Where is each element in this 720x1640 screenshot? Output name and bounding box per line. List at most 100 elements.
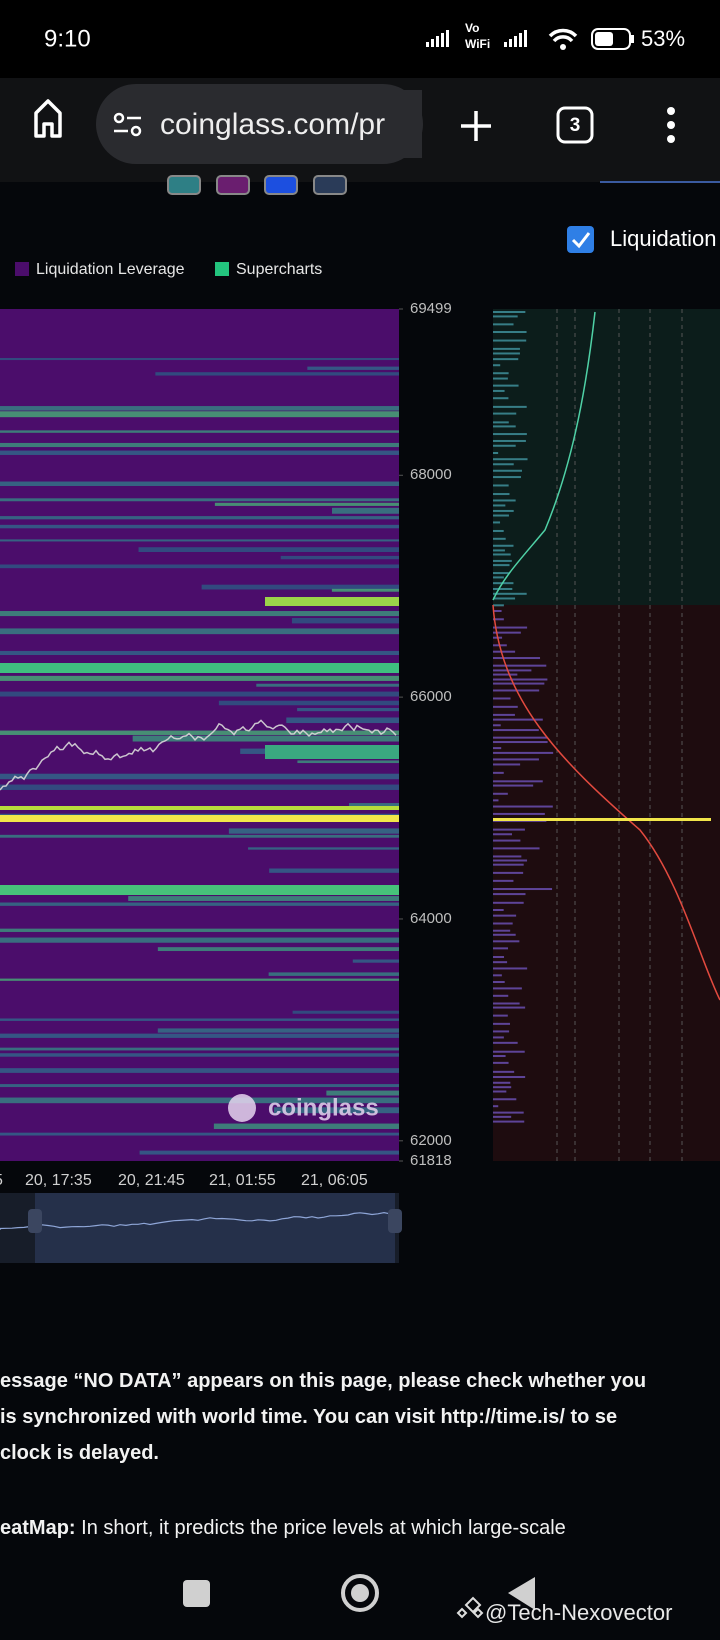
x-tick-label: 21, 06:05 <box>301 1172 368 1189</box>
home-nav-button[interactable] <box>351 1584 369 1602</box>
depth-bar <box>493 529 504 532</box>
heat-band <box>157 1028 399 1033</box>
depth-bar <box>493 847 540 850</box>
depth-bar <box>493 1111 524 1114</box>
heat-band <box>265 597 399 606</box>
depth-bar <box>493 855 522 858</box>
checkmark <box>571 232 591 249</box>
heatmap-background <box>0 309 399 1161</box>
heat-band <box>214 502 399 506</box>
heat-band <box>0 411 399 418</box>
new-tab-button[interactable] <box>461 111 491 141</box>
heat-band <box>0 442 399 448</box>
tab-switcher[interactable] <box>556 106 594 144</box>
heat-band <box>0 806 399 810</box>
menu-button[interactable] <box>667 107 675 143</box>
site-settings-icon[interactable] <box>113 112 142 137</box>
depth-bar <box>493 311 526 313</box>
heat-band <box>0 730 399 735</box>
home-nav-button[interactable] <box>341 1574 379 1612</box>
heat-band <box>0 1053 399 1057</box>
depth-bar <box>493 1120 525 1123</box>
heat-band <box>0 902 399 906</box>
depth-bar <box>493 669 532 672</box>
notice-text: In short, it predicts the price levels a… <box>75 1517 566 1539</box>
depth-bar <box>493 922 513 925</box>
depth-bar <box>493 697 511 700</box>
legend-swatch <box>15 262 29 276</box>
heat-band <box>291 618 399 624</box>
depth-bar <box>493 751 554 754</box>
depth-bar <box>493 549 505 552</box>
heat-band <box>0 691 399 697</box>
heat-band <box>0 928 399 932</box>
heat-band <box>0 564 399 569</box>
depth-bar <box>493 504 506 507</box>
depth-bar <box>493 609 502 612</box>
heat-band <box>0 1132 399 1136</box>
depth-bar <box>493 713 515 716</box>
depth-bar <box>493 499 516 502</box>
heat-band <box>0 524 399 529</box>
navigator-handle[interactable] <box>388 1209 402 1233</box>
depth-bar <box>493 592 527 595</box>
depth-bar <box>493 597 516 600</box>
depth-bar <box>493 974 502 977</box>
notice-text: clock is delayed. <box>0 1442 159 1464</box>
depth-bar <box>493 981 505 984</box>
back-button[interactable] <box>508 1577 535 1610</box>
navigator-handle[interactable] <box>28 1209 42 1233</box>
depth-bar <box>493 604 504 607</box>
heat-band <box>0 450 399 455</box>
depth-bar <box>493 626 528 629</box>
depth-bar <box>493 967 528 970</box>
depth-bar <box>493 1030 510 1033</box>
depth-bar <box>493 1002 520 1005</box>
depth-bar <box>493 1076 526 1079</box>
recents-button[interactable] <box>183 1580 210 1607</box>
liquidation-checkbox[interactable] <box>567 226 594 253</box>
depth-bar <box>493 956 505 959</box>
depth-bar <box>493 747 502 750</box>
heat-band <box>349 803 399 808</box>
heat-band <box>269 868 399 873</box>
chart-watermark-logo <box>228 1094 256 1122</box>
toggle-label[interactable]: Liquidation <box>610 226 716 251</box>
depth-bar <box>493 1055 506 1058</box>
depth-bar <box>493 521 501 524</box>
depth-bar <box>493 1041 518 1044</box>
depth-bar <box>493 682 545 685</box>
slider-track[interactable] <box>600 181 720 183</box>
heat-band <box>326 1090 399 1096</box>
depth-bar <box>493 384 519 387</box>
heat-band <box>0 815 399 822</box>
address-bar[interactable] <box>96 84 423 164</box>
depth-bar <box>493 352 520 355</box>
heat-band <box>201 584 399 590</box>
depth-bar <box>493 718 543 721</box>
depth-bar <box>493 705 518 708</box>
heat-band <box>0 628 399 635</box>
depth-bar <box>493 564 510 567</box>
depth-bar <box>493 1105 499 1108</box>
heat-band <box>0 784 399 790</box>
heat-band <box>286 717 399 724</box>
notice-line: clock is delayed. <box>0 1442 159 1465</box>
tab-count[interactable]: 3 <box>570 115 581 136</box>
heat-band <box>0 358 399 361</box>
battery-percent: 53% <box>641 26 685 51</box>
heat-band <box>218 700 399 706</box>
depth-bar <box>493 587 513 590</box>
depth-bar <box>493 439 526 442</box>
home-button[interactable] <box>34 99 62 138</box>
heat-band <box>213 1123 399 1129</box>
depth-bar <box>493 1006 526 1009</box>
depth-bar <box>493 828 525 831</box>
color-swatches <box>167 175 347 195</box>
navigator-window <box>35 1193 395 1263</box>
y-tick-label: 69499 <box>410 300 452 317</box>
url[interactable]: coinglass.com/pr <box>160 108 385 141</box>
y-tick-label: 61818 <box>410 1152 452 1169</box>
depth-bar <box>493 729 539 732</box>
notice-line: is synchronized with world time. You can… <box>0 1406 617 1429</box>
